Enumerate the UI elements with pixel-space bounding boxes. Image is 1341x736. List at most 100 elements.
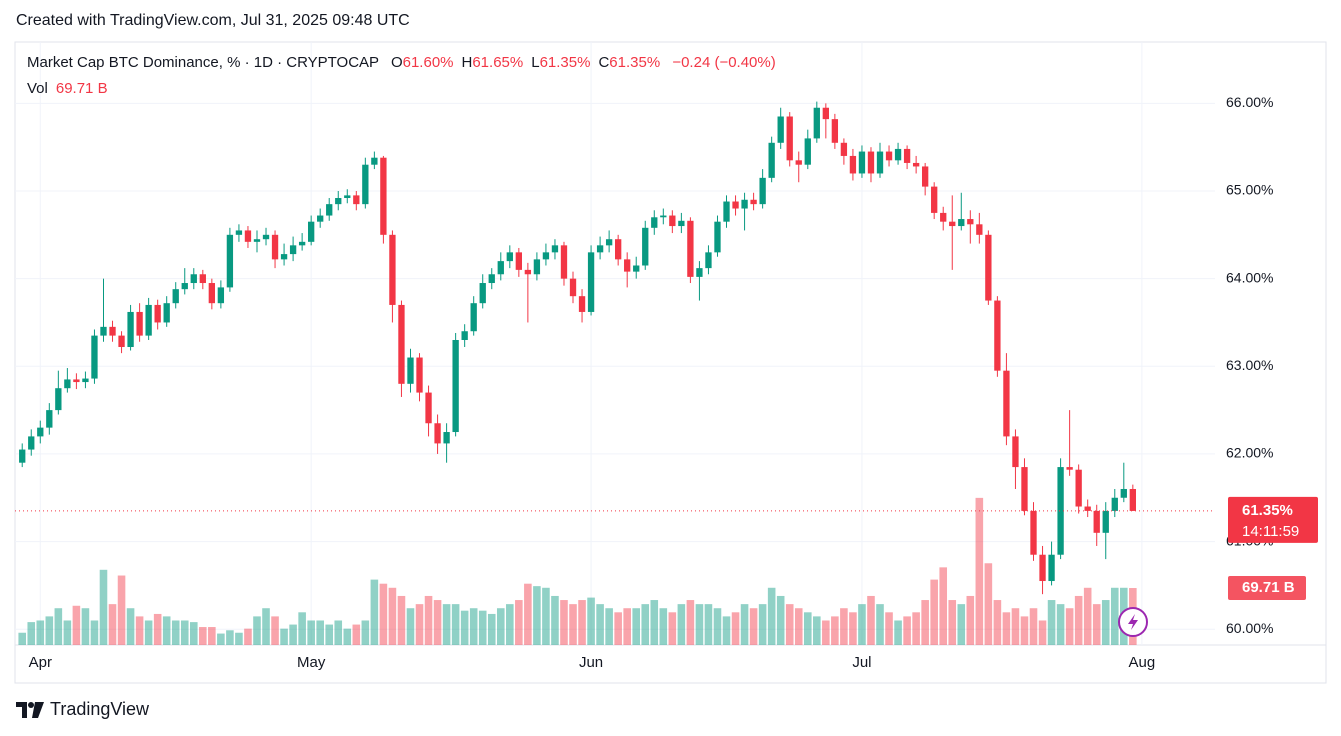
volume-bar xyxy=(822,620,830,645)
volume-bar xyxy=(993,600,1002,645)
candle-body xyxy=(452,339,459,433)
volume-bar xyxy=(370,579,379,645)
candle-body xyxy=(55,388,62,411)
candle-body xyxy=(100,326,107,336)
volume-bar xyxy=(623,608,631,645)
volume-bar xyxy=(749,608,758,645)
volume-bar xyxy=(948,600,957,645)
x-tick-label: Jun xyxy=(579,654,603,671)
lightning-icon xyxy=(1128,614,1138,630)
candle-body xyxy=(849,155,857,174)
ohlc-values: O61.60% H61.65% L61.35% C61.35% xyxy=(383,54,660,71)
y-tick-label: 66.00% xyxy=(1226,94,1273,110)
volume-bar xyxy=(1029,608,1038,645)
candle-body xyxy=(1129,488,1136,511)
candle-body xyxy=(569,278,577,297)
volume-bar xyxy=(1038,620,1047,645)
candle-body xyxy=(660,215,667,218)
x-tick-label: Aug xyxy=(1129,654,1156,671)
volume-bar xyxy=(162,616,171,645)
volume-bar xyxy=(379,583,388,645)
candle-body xyxy=(958,219,965,227)
x-tick-label: Apr xyxy=(29,654,52,671)
price-badge-label: 61.35% xyxy=(1242,502,1293,519)
volume-bar xyxy=(686,600,695,645)
candle-body xyxy=(1021,467,1028,511)
volume-bar xyxy=(713,608,722,645)
volume-bar xyxy=(135,616,144,645)
candle-body xyxy=(91,335,98,379)
volume-bar xyxy=(533,586,541,645)
volume-bar xyxy=(785,604,794,645)
candle-body xyxy=(940,212,947,222)
volume-bar xyxy=(1020,616,1029,645)
candle-body xyxy=(380,157,387,235)
volume-bar xyxy=(1074,595,1083,645)
candle-body xyxy=(1120,488,1127,498)
volume-bar xyxy=(217,633,225,645)
candle-body xyxy=(867,151,875,174)
lightning-button[interactable] xyxy=(1118,607,1148,637)
volume-bar xyxy=(776,595,785,645)
y-tick-label: 63.00% xyxy=(1226,357,1273,373)
volume-bar xyxy=(695,604,704,645)
volume-bar xyxy=(840,608,848,645)
candle-body xyxy=(615,239,622,260)
change: −0.24 (−0.40%) xyxy=(672,54,776,71)
volume-bar xyxy=(271,616,279,645)
volume-bar xyxy=(740,604,749,645)
candle-body xyxy=(777,116,784,143)
candle-body xyxy=(831,119,839,143)
candle-body xyxy=(289,245,297,255)
volume-bar xyxy=(415,604,424,645)
candle-layer xyxy=(15,101,1215,595)
volume-value: 69.71 B xyxy=(55,80,108,97)
candle-body xyxy=(389,234,396,305)
volume-bar xyxy=(921,600,929,645)
candle-body xyxy=(732,201,739,209)
candle-body xyxy=(353,195,360,205)
candle-body xyxy=(551,245,559,253)
volume-bar xyxy=(81,608,90,645)
volume-bar xyxy=(587,597,595,645)
candle-body xyxy=(226,234,234,288)
candle-body xyxy=(19,449,26,463)
candle-body xyxy=(262,234,270,240)
volume-bar xyxy=(803,612,812,645)
candle-body xyxy=(362,164,369,205)
volume-bar xyxy=(767,587,776,645)
volume-bar xyxy=(27,622,36,645)
volume-bar xyxy=(262,608,270,645)
candle-body xyxy=(1084,506,1091,511)
candle-body xyxy=(624,259,631,272)
volume-bar xyxy=(867,595,875,645)
volume-bar xyxy=(975,497,984,645)
volume-bar xyxy=(704,604,713,645)
candle-body xyxy=(163,303,170,323)
volume-bar xyxy=(560,600,568,645)
volume-bar xyxy=(442,604,451,645)
volume-bar xyxy=(406,608,415,645)
candle-body xyxy=(596,245,604,253)
candle-body xyxy=(280,254,288,260)
volume-bar xyxy=(542,587,550,645)
created-caption: Created with TradingView.com, Jul 31, 20… xyxy=(16,12,410,29)
candle-body xyxy=(741,199,748,209)
volume-bar xyxy=(108,604,117,645)
candle-body xyxy=(858,151,866,174)
volume-bar xyxy=(199,627,207,645)
volume-bar xyxy=(894,620,902,645)
candle-body xyxy=(335,198,342,205)
candle-body xyxy=(425,392,432,424)
candle-body xyxy=(669,215,676,227)
volume-badge xyxy=(1228,576,1306,601)
brand-name: TradingView xyxy=(50,699,150,719)
volume-bar xyxy=(813,616,821,645)
candle-body xyxy=(524,269,532,275)
candle-body xyxy=(181,283,188,290)
volume-bar xyxy=(1002,612,1011,645)
volume-bar xyxy=(144,620,153,645)
volume-badge-label: 69.71 B xyxy=(1242,579,1295,596)
volume-bar xyxy=(180,620,189,645)
chart-frame xyxy=(14,41,1327,684)
